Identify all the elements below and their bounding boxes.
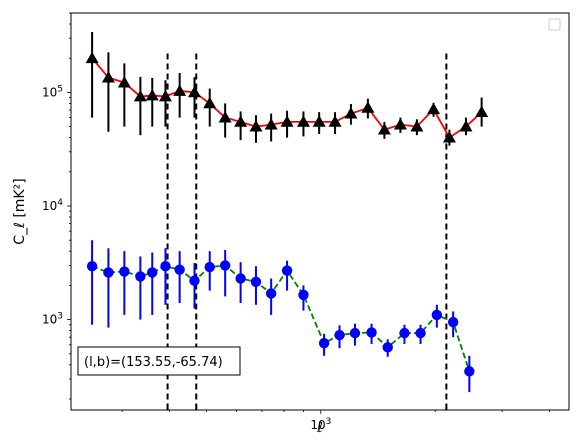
series-0-point [328, 115, 342, 127]
series-0-point [173, 84, 187, 96]
x-tick-label: 103 [310, 417, 331, 432]
series-1-point [281, 265, 293, 276]
series-0-point [218, 111, 232, 123]
series-0-point [361, 101, 375, 113]
series-0-point [133, 90, 147, 102]
series-1-point [174, 264, 185, 275]
series-0-point [145, 88, 159, 101]
series-1-point [298, 289, 309, 301]
series-0-point [264, 118, 278, 130]
series-0-point [475, 105, 489, 118]
series-0-point [296, 115, 310, 127]
y-tick-label: 104 [42, 198, 63, 213]
series-0-point [249, 120, 263, 132]
series-1-point [204, 261, 215, 273]
series-1-point [219, 260, 231, 271]
series-1-point [447, 316, 459, 328]
y-tick-label: 105 [42, 84, 63, 99]
series-0-point [280, 115, 294, 127]
x-axis-label: ℓ [316, 420, 323, 436]
series-1-point [235, 273, 246, 284]
series-0-point [427, 102, 441, 115]
series-0-point [203, 96, 217, 109]
series-0-point [158, 90, 172, 102]
series-0-point [393, 118, 407, 130]
series-0-point [377, 123, 391, 135]
plot-area [85, 32, 489, 410]
series-1-point [334, 329, 345, 341]
series-1-point [366, 327, 377, 338]
y-tick-label: 103 [42, 312, 63, 327]
series-1-point [119, 266, 130, 277]
series-1-point [160, 261, 171, 272]
series-1-point [318, 337, 330, 349]
series-0-point [459, 120, 473, 132]
series-1-point [86, 261, 98, 272]
annotation: (l,b)=(153.55,-65.74) [77, 346, 241, 376]
series-1-point [431, 309, 443, 321]
series-1-point [189, 275, 200, 286]
legend [548, 18, 561, 31]
series-1-point [399, 327, 410, 339]
annotation-box [77, 346, 241, 376]
y-axis-label: C_ℓ [mK²] [12, 178, 28, 244]
series-0-point [410, 120, 424, 132]
series-1-point [135, 271, 146, 282]
series-1-point [464, 366, 475, 377]
series-0-point [85, 51, 99, 64]
series-0-point [312, 115, 326, 127]
series-1-point [250, 276, 262, 288]
series-1-point [349, 327, 361, 339]
series-0-point [101, 71, 115, 83]
series-0-point [117, 76, 131, 88]
series-0-point [344, 107, 358, 119]
series-1-point [265, 288, 277, 299]
series-1-point [415, 327, 426, 339]
series-1-point [147, 267, 158, 278]
series-1-point [382, 342, 393, 353]
annotation-text: (l,b)=(153.55,-65.74) [84, 355, 223, 370]
series-0-point [234, 115, 248, 127]
series-1-point [103, 267, 114, 278]
series-0-point [442, 131, 456, 143]
series-0-point [187, 85, 201, 98]
